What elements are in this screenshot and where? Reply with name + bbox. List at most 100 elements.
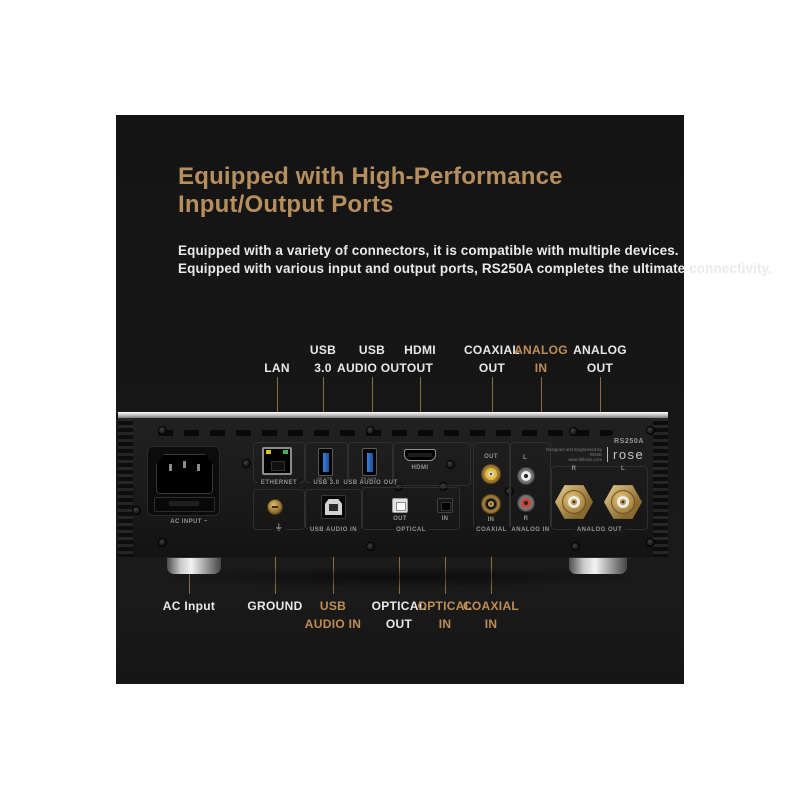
- hdmi-group-box: [393, 442, 471, 486]
- ethernet-port: [262, 447, 292, 475]
- screw-icon: [132, 506, 141, 515]
- analog-in-group-box: ANALOG IN: [508, 442, 553, 533]
- label-usb-audio-out: USB AUDIO OUT: [324, 333, 420, 377]
- label-text: USB: [358, 343, 386, 357]
- analog-in-l-ring: [521, 471, 531, 481]
- heatsink-fins-right: [653, 418, 668, 557]
- screw-icon: [158, 426, 167, 435]
- label-usb-audio-in: USB AUDIO IN: [285, 597, 381, 637]
- screw-icon: [366, 426, 375, 435]
- fuse-drawer: [154, 497, 215, 512]
- usb3-tongue: [323, 453, 329, 472]
- brand-logo: rose: [607, 447, 644, 462]
- ethernet-led-green: [283, 450, 288, 454]
- coaxial-out-center: [488, 471, 494, 477]
- label-text: ANALOG: [514, 343, 568, 357]
- hdmi-device-label: HDMI: [411, 465, 429, 471]
- label-text: USB: [309, 343, 337, 357]
- label-analog-in: ANALOG IN: [493, 333, 589, 377]
- usb-audio-out-port: [362, 448, 377, 476]
- coaxial-in-hole: [490, 503, 492, 505]
- label-optical-out: OPTICAL OUT: [351, 597, 447, 637]
- ground-slot: [272, 506, 278, 508]
- label-coaxial-in: COAXIAL IN: [443, 597, 539, 637]
- label-text: OPTICAL: [417, 599, 473, 613]
- screw-icon: [439, 482, 448, 491]
- analog-out-group-label: ANALOG OUT: [573, 527, 626, 533]
- coaxial-in-device-label: IN: [487, 517, 495, 523]
- device-shadow: [140, 566, 660, 588]
- optical-out-window: [396, 502, 406, 511]
- label-text: AUDIO IN: [304, 617, 362, 631]
- usb3-device-label: USB 3.0: [310, 480, 343, 486]
- label-text: IN: [534, 361, 548, 375]
- usb-audio-out-power-rating: 5V 1.0A: [361, 477, 377, 481]
- optical-in-port: [437, 498, 453, 513]
- coaxial-in-port: [481, 494, 501, 514]
- usb-audio-out-tongue: [367, 453, 373, 472]
- label-text: OUT: [586, 361, 614, 375]
- usb3-group-box: USB 3.0: [305, 442, 348, 486]
- label-text: IN: [484, 617, 498, 631]
- label-text: 3.0: [314, 361, 332, 375]
- screw-icon: [569, 427, 578, 436]
- analog-out-l-hole: [622, 501, 624, 503]
- label-text: OUT: [406, 361, 434, 375]
- usb-audio-in-group-box: USB AUDIO IN: [305, 489, 362, 533]
- ground-symbol: ⏚: [271, 522, 287, 533]
- coaxial-group-box: COAXIAL: [473, 442, 510, 533]
- usb3-power-rating: 5V 1.0A: [317, 477, 333, 481]
- ac-input-device-label: AC INPUT ~: [170, 519, 208, 525]
- label-lan: LAN: [229, 333, 325, 377]
- label-text: OPTICAL: [371, 599, 427, 613]
- usb-audio-in-port: [321, 495, 346, 519]
- label-text: ANALOG: [573, 343, 627, 357]
- title-line-2: Input/Output Ports: [178, 191, 394, 218]
- label-coaxial-out: COAXIAL OUT: [444, 333, 540, 377]
- description-line-2: Equipped with various input and output p…: [178, 261, 772, 276]
- label-analog-out: ANALOG OUT: [552, 333, 648, 377]
- analog-in-l-port: [517, 467, 535, 485]
- screw-icon: [446, 460, 455, 469]
- analog-in-r-port: [517, 494, 535, 512]
- analog-out-l-pin: [620, 499, 626, 505]
- analog-in-l-device-label: L: [522, 455, 528, 461]
- analog-out-r-insulator: [568, 496, 580, 508]
- label-text: GROUND: [247, 599, 303, 613]
- optical-out-port: [392, 498, 408, 513]
- optical-in-window: [441, 502, 451, 511]
- ac-socket: [156, 454, 213, 494]
- label-text: OUT: [478, 361, 506, 375]
- designed-by-line: Designed and Engineered by ROSE: [546, 448, 602, 458]
- coaxial-out-device-label: OUT: [484, 454, 498, 460]
- coaxial-out-port: [481, 464, 501, 484]
- label-text: AUDIO OUT: [336, 361, 408, 375]
- ac-pin: [197, 464, 200, 471]
- label-text: COAXIAL: [463, 343, 521, 357]
- usb-audio-out-device-label: USB AUDIO OUT: [340, 480, 401, 486]
- screw-icon: [646, 426, 655, 435]
- callout-line-analog-out: [600, 377, 601, 444]
- analog-in-r-hole: [524, 501, 528, 505]
- label-ground: GROUND: [227, 597, 323, 637]
- screw-icon: [646, 538, 655, 547]
- label-usb-3-0: USB 3.0: [275, 333, 371, 377]
- usb-b-slot: [329, 504, 338, 511]
- label-optical-in: OPTICAL IN: [397, 597, 493, 637]
- label-ac-input: AC Input: [141, 597, 237, 637]
- hdmi-port: [404, 449, 436, 461]
- analog-out-r-hole: [573, 501, 575, 503]
- description-line-1: Equipped with a variety of connectors, i…: [178, 243, 679, 258]
- analog-out-r-collar: [562, 490, 586, 514]
- analog-out-r-pin: [571, 499, 577, 505]
- ethernet-led-yellow: [266, 450, 271, 454]
- label-text: AC Input: [162, 599, 216, 613]
- label-text: IN: [438, 617, 452, 631]
- model-number: RS250A: [613, 438, 644, 445]
- optical-in-device-label: IN: [441, 516, 449, 522]
- vent-slots: [158, 430, 613, 436]
- label-hdmi-out: HDMI OUT: [372, 333, 468, 377]
- optical-group-box: OPTICAL: [362, 487, 460, 533]
- analog-out-l-collar: [611, 490, 635, 514]
- coaxial-in-center: [488, 501, 494, 507]
